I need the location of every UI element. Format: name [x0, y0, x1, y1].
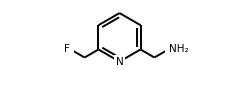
Text: N: N: [116, 57, 123, 67]
Text: F: F: [64, 44, 70, 54]
Text: NH₂: NH₂: [169, 44, 189, 54]
